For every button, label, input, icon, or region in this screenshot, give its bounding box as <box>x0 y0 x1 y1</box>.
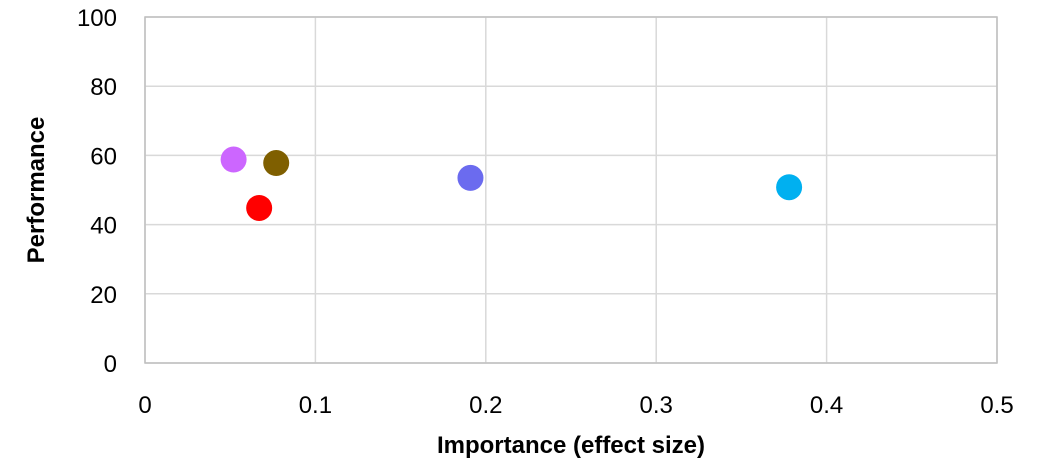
y-tick-label: 100 <box>77 5 117 32</box>
x-tick-label: 0 <box>138 392 151 419</box>
y-axis-label: Performance <box>23 117 50 264</box>
data-point <box>220 146 247 173</box>
data-point <box>246 194 273 221</box>
x-tick-label: 0.2 <box>469 392 502 419</box>
x-axis-label: Importance (effect size) <box>437 432 705 459</box>
plot-area <box>144 16 998 364</box>
data-point <box>457 164 484 191</box>
data-points <box>220 146 803 221</box>
data-point <box>776 174 803 201</box>
x-tick-label: 0.4 <box>810 392 843 419</box>
y-tick-label: 0 <box>104 351 117 378</box>
y-axis-ticks: 0 20 40 60 80 100 <box>77 5 117 378</box>
x-tick-label: 0.3 <box>640 392 673 419</box>
gridlines <box>144 16 998 364</box>
data-point <box>263 150 290 177</box>
x-axis-ticks: 0 0.1 0.2 0.3 0.4 0.5 <box>138 392 1013 419</box>
y-tick-label: 60 <box>90 143 117 170</box>
y-tick-label: 40 <box>90 213 117 240</box>
y-tick-label: 80 <box>90 74 117 101</box>
x-tick-label: 0.5 <box>980 392 1013 419</box>
x-tick-label: 0.1 <box>299 392 332 419</box>
y-tick-label: 20 <box>90 282 117 309</box>
